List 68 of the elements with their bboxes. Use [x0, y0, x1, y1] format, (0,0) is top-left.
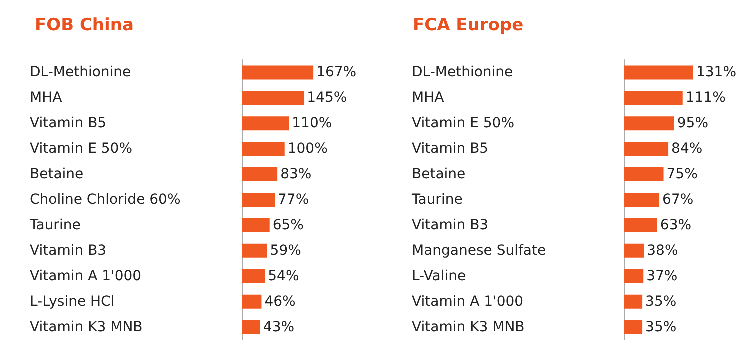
y-tick-label: DL-Methionine: [30, 64, 132, 81]
y-tick-label: L-Valine: [412, 268, 466, 284]
data-label: 37%: [646, 268, 678, 284]
data-label: 167%: [316, 64, 357, 81]
y-tick-label: Betaine: [30, 166, 84, 183]
y-tick-label: Vitamin B3: [412, 217, 489, 234]
text: FCA Europe: [413, 16, 524, 36]
bar: [624, 218, 658, 232]
y-tick-label: MHA: [412, 90, 445, 106]
bar: [624, 116, 674, 131]
bar: [242, 193, 276, 207]
y-tick-label: Taurine: [29, 217, 81, 234]
y-tick-label: Vitamin E 50%: [30, 141, 132, 158]
bar: [624, 193, 660, 207]
y-tick-label: Vitamin B5: [30, 116, 107, 132]
bar: [242, 168, 278, 182]
data-label: 38%: [647, 242, 678, 259]
bar: [624, 142, 669, 156]
y-tick-label: Vitamin B3: [30, 242, 107, 259]
bar: [624, 320, 643, 334]
y-tick-label: Taurine: [411, 192, 463, 208]
bar: [242, 116, 290, 131]
y-tick-label: Vitamin E 50%: [412, 116, 514, 132]
bar: [624, 91, 683, 106]
data-label: 35%: [646, 319, 677, 336]
bar: [624, 294, 643, 309]
y-tick-label: Vitamin A 1'000: [30, 268, 142, 284]
y-tick-label: DL-Methionine: [412, 64, 514, 81]
y-tick-label: Betaine: [412, 166, 466, 183]
text: FOB China: [35, 16, 134, 36]
y-tick-label: Manganese Sulfate: [412, 242, 546, 259]
y-tick-label: Vitamin K3 MNB: [412, 319, 525, 336]
bar: [242, 218, 270, 232]
bar: [624, 168, 664, 182]
data-label: 43%: [263, 319, 295, 336]
data-label: 84%: [672, 141, 703, 158]
bar: [242, 91, 304, 106]
data-label: 100%: [288, 141, 328, 158]
data-label: 67%: [662, 192, 694, 208]
bar: [624, 269, 644, 284]
bar: [242, 244, 268, 258]
data-label: 145%: [307, 90, 348, 106]
data-label: 110%: [292, 116, 332, 132]
data-label: 111%: [686, 90, 726, 106]
y-tick-label: MHA: [30, 90, 63, 106]
bar: [242, 294, 262, 309]
data-label: 75%: [666, 166, 698, 183]
data-label: 65%: [272, 217, 304, 234]
bar: [242, 269, 266, 284]
data-label: 63%: [660, 217, 692, 234]
data-label: 54%: [268, 268, 300, 284]
y-tick-label: Vitamin K3 MNB: [30, 319, 143, 336]
data-label: 46%: [264, 294, 296, 310]
data-label: 95%: [677, 116, 709, 132]
data-label: 83%: [280, 166, 312, 183]
y-tick-label: Choline Chloride 60%: [30, 192, 181, 208]
bar: [242, 142, 285, 156]
data-label: 35%: [646, 294, 677, 310]
bar: [242, 66, 314, 80]
data-label: 131%: [696, 64, 737, 81]
bar: [624, 244, 644, 258]
bar: [624, 66, 694, 80]
y-tick-label: Vitamin A 1'000: [412, 294, 524, 310]
y-tick-label: Vitamin B5: [412, 141, 489, 158]
data-label: 59%: [270, 242, 302, 259]
bar: [242, 320, 260, 334]
y-tick-label: L-Lysine HCl: [30, 294, 115, 310]
data-label: 77%: [278, 192, 310, 208]
